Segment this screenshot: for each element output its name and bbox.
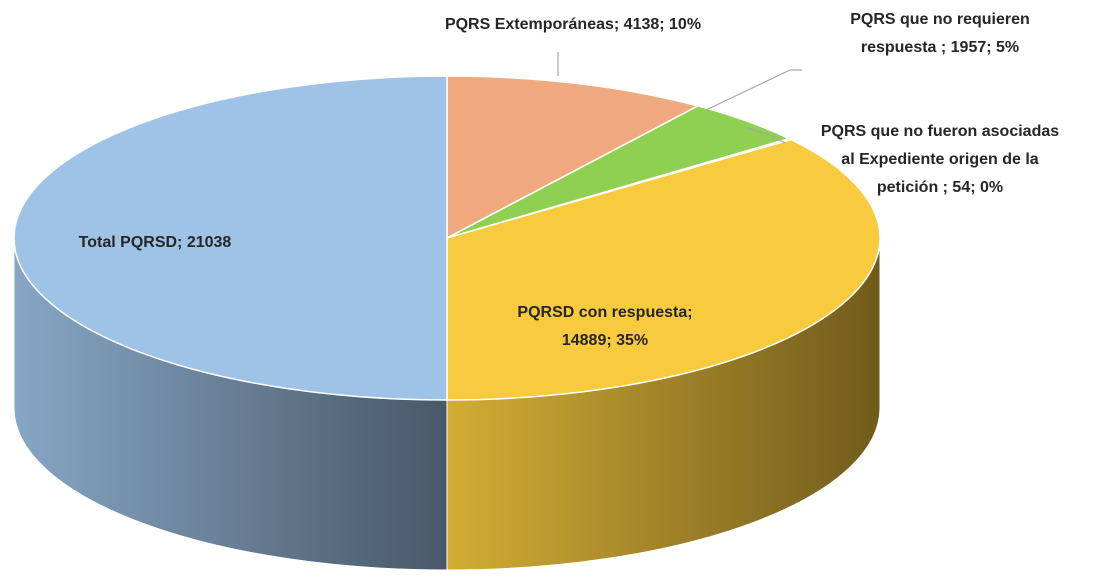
data-label: PQRS Extemporáneas; 4138; 10% (445, 16, 701, 33)
data-label: PQRSD con respuesta; 14889; 35% (517, 304, 692, 349)
label-line: PQRSD con respuesta; (517, 304, 692, 321)
data-label: Total PQRSD; 21038 (79, 234, 232, 251)
label-line: respuesta ; 1957; 5% (861, 39, 1019, 56)
slice (446, 75, 700, 240)
slice (13, 75, 448, 401)
data-label: PQRS que no fueron asociadas al Expedient… (821, 123, 1059, 196)
leader-line (747, 127, 786, 144)
data-label: PQRS que no requieren respuesta ; 1957; 5… (850, 11, 1030, 56)
label-line: 14889; 35% (562, 332, 648, 349)
label-line: Total PQRSD; 21038 (79, 234, 232, 251)
leader-lines (557, 52, 802, 144)
slice (446, 138, 881, 401)
label-line: PQRS que no fueron asociadas (821, 123, 1059, 140)
leader-line (705, 69, 802, 111)
labels: PQRS Extemporáneas; 4138; 10% PQRS que no… (79, 11, 1060, 349)
label-line: PQRS que no requieren (850, 11, 1030, 28)
pie-tops (13, 75, 881, 401)
label-line: petición ; 54; 0% (877, 179, 1003, 196)
label-line: al Expediente origen de la (841, 151, 1038, 168)
label-line: PQRS Extemporáneas; 4138; 10% (445, 16, 701, 33)
